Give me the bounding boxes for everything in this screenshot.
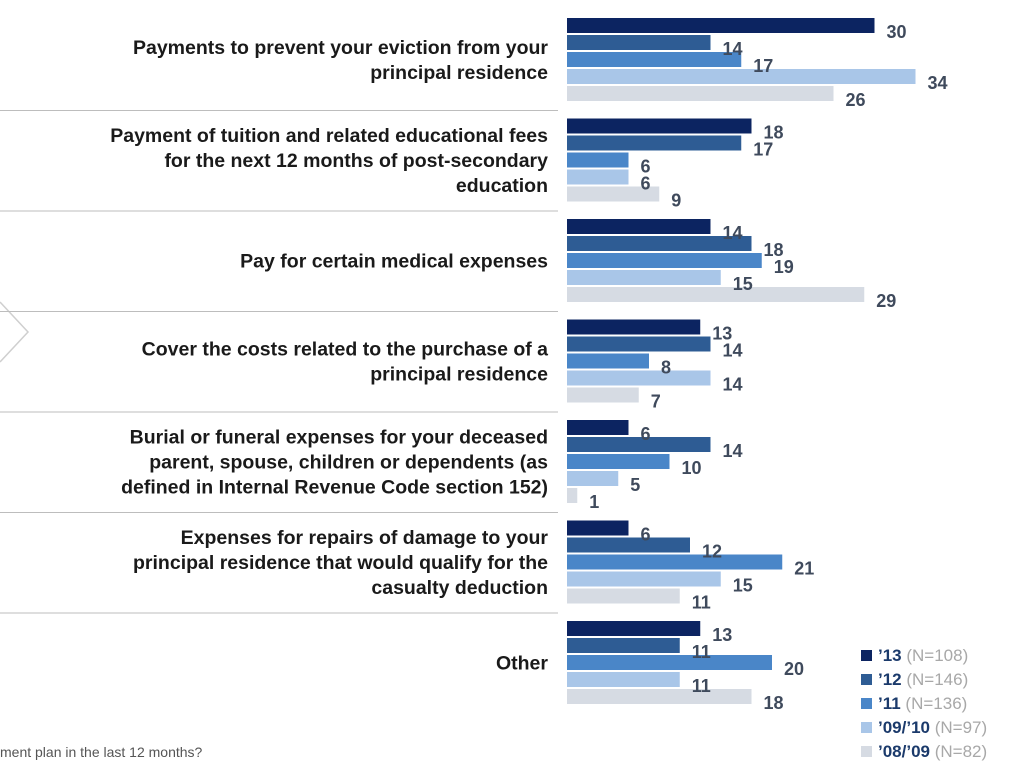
data-label: 17 [753,56,773,76]
data-label: 26 [846,90,866,110]
data-label: 14 [723,223,743,243]
data-label: 15 [733,576,753,596]
data-label: 29 [876,291,896,311]
bars [567,18,916,704]
bar [567,672,680,687]
category-label: Payments to prevent your eviction from y… [133,37,548,84]
legend-entry: ’11 (N=136) [878,694,967,713]
bar [567,287,865,302]
bar [567,454,670,469]
data-label: 6 [641,157,651,177]
bar [567,219,711,234]
data-label: 11 [692,593,711,613]
data-label: 18 [764,123,784,143]
category-label: Pay for certain medical expenses [240,251,548,273]
bar [567,571,721,587]
legend-swatch [861,698,872,709]
data-label: 11 [692,642,711,662]
bar [567,638,680,653]
bar [567,35,711,50]
data-label: 13 [712,324,732,344]
data-label: 5 [630,475,640,495]
data-label: 11 [692,676,711,696]
bar [567,319,701,335]
bar [567,86,834,101]
legend: ’13 (N=108) ’12 (N=146) ’11 (N=136) ’09/’10… [861,646,987,761]
bar [567,52,742,67]
category-label: Burial or funeral expenses for your dece… [121,427,548,499]
group-dividers [0,110,558,614]
legend-entry: ’12 (N=146) [878,670,968,689]
legend-swatch [861,674,872,685]
data-label: 34 [928,73,948,93]
bar [567,471,619,486]
footnote: ment plan in the last 12 months? [0,744,203,760]
data-label: 18 [764,240,784,260]
value-labels: 3014173426181766914181915291314814761410… [589,22,947,713]
data-label: 15 [733,274,753,294]
bar [567,689,752,704]
category-label: Expenses for repairs of damage to your pr… [133,527,548,599]
bar [567,18,875,33]
bar [567,186,660,202]
category-label: Other [496,653,548,675]
category-labels: Payments to prevent your eviction from y… [110,37,548,675]
category-label: Cover the costs related to the purchase … [142,339,549,386]
bar [567,588,680,604]
data-label: 1 [589,492,599,512]
data-label: 10 [682,458,702,478]
bar [567,621,701,636]
bar [567,152,629,168]
bar [567,370,711,386]
legend-entry: ’13 (N=108) [878,646,968,665]
data-label: 18 [764,693,784,713]
bar [567,118,752,134]
data-label: 14 [723,341,743,361]
bar [567,135,742,151]
bar [567,420,629,435]
data-label: 17 [753,140,773,160]
bar [567,554,783,570]
data-label: 6 [641,424,651,444]
data-label: 21 [794,559,814,579]
data-label: 8 [661,358,671,378]
legend-swatch [861,722,872,733]
bar [567,387,639,403]
bar [567,336,711,352]
category-label: Payment of tuition and related education… [110,125,548,197]
bar [567,520,629,536]
data-label: 13 [712,625,732,645]
data-label: 19 [774,257,794,277]
bar [567,437,711,452]
bar [567,253,762,268]
data-label: 14 [723,441,743,461]
bar [567,69,916,84]
data-label: 14 [723,375,743,395]
legend-entry: ’09/’10 (N=97) [878,718,987,737]
legend-swatch [861,746,872,757]
bar [567,537,690,553]
bar [567,488,578,503]
legend-swatch [861,650,872,661]
bar [567,655,772,670]
data-label: 7 [651,392,661,412]
data-label: 6 [641,174,651,194]
bar [567,169,629,185]
data-label: 12 [702,542,722,562]
data-label: 20 [784,659,804,679]
bar [567,236,752,251]
data-label: 14 [723,39,743,59]
legend-entry: ’08/’09 (N=82) [878,742,987,761]
data-label: 9 [671,191,681,211]
bar [567,353,649,369]
data-label: 6 [641,525,651,545]
data-label: 30 [887,22,907,42]
bar [567,270,721,285]
